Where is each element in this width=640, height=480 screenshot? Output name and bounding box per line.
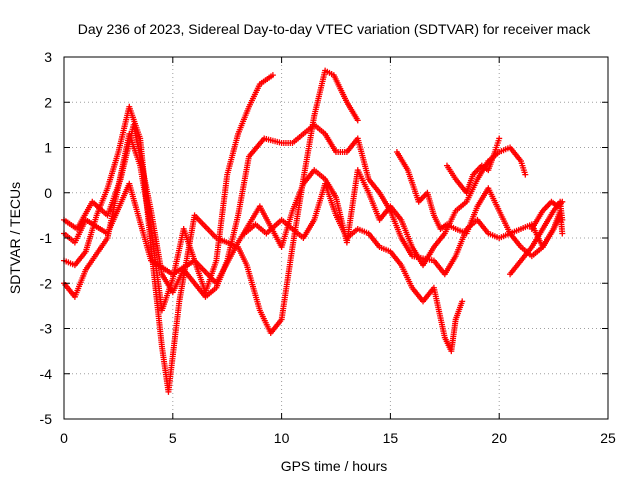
y-tick-label: 2 bbox=[44, 94, 52, 110]
data-point bbox=[559, 198, 566, 205]
y-axis-label: SDTVAR / TECUs bbox=[7, 182, 23, 294]
data-point bbox=[269, 72, 276, 79]
y-tick-label: 1 bbox=[44, 140, 52, 156]
series-track-4 bbox=[61, 144, 529, 287]
data-points bbox=[61, 67, 566, 395]
data-point bbox=[354, 117, 361, 124]
data-point bbox=[522, 171, 529, 178]
x-tick-label: 0 bbox=[60, 430, 68, 446]
series-track-9 bbox=[528, 198, 566, 232]
x-tick-label: 20 bbox=[491, 430, 507, 446]
x-tick-label: 5 bbox=[169, 430, 177, 446]
data-point bbox=[559, 230, 566, 237]
data-point bbox=[559, 216, 566, 223]
chart-title: Day 236 of 2023, Sidereal Day-to-day VTE… bbox=[78, 21, 591, 37]
series-track-5 bbox=[241, 180, 466, 355]
data-point bbox=[459, 298, 466, 305]
y-tick-label: -2 bbox=[40, 275, 53, 291]
y-tick-label: 0 bbox=[44, 185, 52, 201]
y-tick-label: -5 bbox=[40, 411, 53, 427]
y-tick-label: -1 bbox=[40, 230, 53, 246]
y-tick-label: 3 bbox=[44, 49, 52, 65]
data-point bbox=[496, 135, 503, 142]
y-tick-label: -4 bbox=[40, 366, 53, 382]
y-tick-label: -3 bbox=[40, 321, 53, 337]
x-tick-label: 25 bbox=[600, 430, 616, 446]
x-tick-label: 10 bbox=[274, 430, 290, 446]
x-tick-label: 15 bbox=[383, 430, 399, 446]
axis-ticks: 0 5 10 15 20 25 -5 -4 -3 -2 -1 0 1 2 3 bbox=[40, 49, 616, 446]
series-track-7 bbox=[443, 135, 503, 196]
x-axis-label: GPS time / hours bbox=[281, 458, 388, 474]
